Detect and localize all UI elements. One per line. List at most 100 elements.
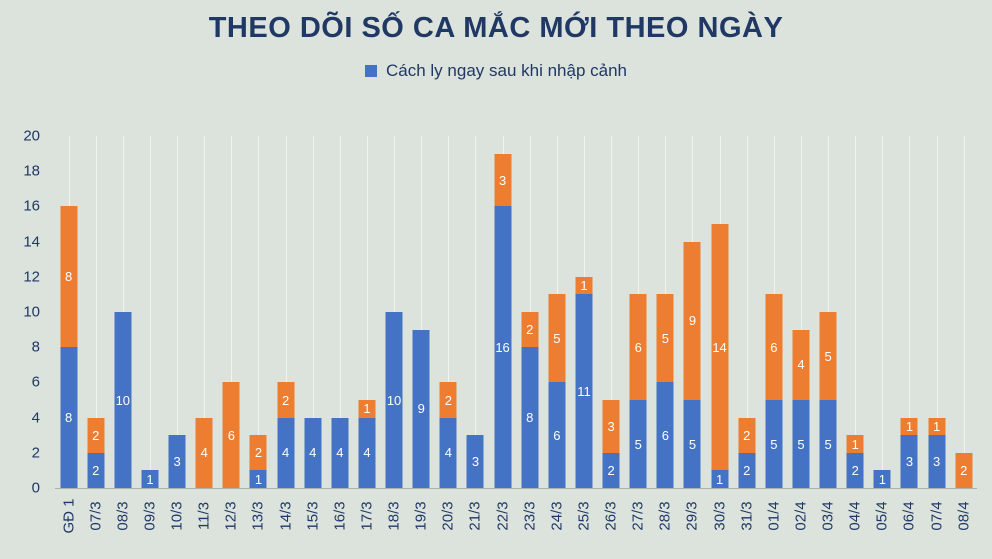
bar-value-label: 1	[851, 436, 859, 452]
bar-stack: 1 14	[711, 224, 729, 488]
bar-segment-blue: 3	[900, 435, 918, 488]
bar-segment-blue: 3	[466, 435, 484, 488]
bar-segment-blue: 2	[87, 452, 105, 488]
x-axis-cell: 13/3	[245, 489, 272, 551]
vertical-gridline	[746, 136, 748, 488]
bar-value-label: 2	[444, 392, 452, 408]
bar-stack: 9	[412, 329, 430, 488]
bar-segment-orange: 5	[548, 294, 566, 383]
bar-segment-orange: 1	[846, 435, 864, 453]
vertical-gridline	[339, 136, 341, 488]
bar-stack: 3	[168, 435, 186, 488]
x-axis-cell: 18/3	[381, 489, 408, 551]
bar-segment-blue: 5	[792, 400, 810, 488]
bar-segment-orange: 4	[792, 329, 810, 400]
y-tick-label: 8	[31, 338, 40, 356]
legend-label: Cách ly ngay sau khi nhập cảnh	[386, 61, 627, 80]
x-tick-label: 22/3	[494, 501, 512, 531]
bar-column: 2	[950, 136, 977, 488]
bar-value-label: 2	[92, 462, 100, 478]
x-axis-cell: 07/4	[923, 489, 950, 551]
bar-segment-orange: 2	[277, 382, 295, 418]
bar-value-label: 5	[634, 436, 642, 452]
bar-stack: 6	[222, 382, 240, 488]
bar-segment-orange: 2	[955, 452, 973, 488]
bar-value-label: 5	[824, 436, 832, 452]
bar-segment-orange: 1	[900, 417, 918, 436]
bar-value-label: 4	[336, 445, 344, 461]
bar-value-label: 3	[932, 454, 941, 470]
vertical-gridline	[963, 136, 965, 488]
x-tick-label: 14/3	[277, 501, 295, 531]
bar-segment-blue: 2	[738, 452, 756, 488]
bar-column: 16 3	[489, 136, 516, 488]
y-tick-label: 18	[23, 162, 40, 180]
y-tick-label: 10	[23, 303, 40, 321]
bar-segment-orange: 2	[87, 417, 105, 453]
bar-value-label: 2	[92, 427, 100, 443]
bar-stack: 1	[873, 470, 891, 488]
x-axis-cell: 06/4	[896, 489, 923, 551]
x-axis-cell: 19/3	[408, 489, 435, 551]
vertical-gridline	[258, 136, 260, 488]
x-tick-label: 20/3	[439, 501, 457, 531]
vertical-gridline	[800, 136, 802, 488]
x-tick-label: 03/4	[819, 501, 837, 531]
x-tick-label: 15/3	[304, 501, 322, 531]
x-axis-cell: 15/3	[299, 489, 326, 551]
bar-stack: 10	[114, 312, 132, 488]
bar-segment-blue: 16	[494, 206, 512, 488]
x-axis-cell: 01/4	[760, 489, 787, 551]
bar-segment-blue: 10	[114, 312, 132, 488]
bar-segment-orange: 3	[602, 400, 620, 453]
y-tick-label: 0	[31, 479, 40, 497]
bar-segment-orange: 6	[629, 294, 647, 400]
x-axis-cell: 25/3	[570, 489, 597, 551]
bar-value-label: 4	[281, 445, 290, 461]
vertical-gridline	[882, 136, 884, 488]
bar-segment-orange: 2	[439, 382, 457, 418]
bar-value-label: 6	[634, 339, 642, 355]
vertical-gridline	[448, 136, 450, 488]
bar-segment-blue: 4	[439, 417, 457, 488]
vertical-gridline	[95, 136, 97, 488]
bar-value-label: 2	[851, 462, 859, 478]
bar-segment-blue: 2	[602, 452, 620, 488]
bar-value-label: 1	[932, 418, 941, 434]
chart-title: THEO DÕI SỐ CA MẮC MỚI THEO NGÀY	[208, 12, 784, 44]
bar-value-label: 4	[200, 445, 208, 461]
bar-segment-blue: 1	[249, 470, 267, 488]
x-axis-cell: 14/3	[272, 489, 299, 551]
x-axis-cell: 23/3	[516, 489, 543, 551]
bar-segment-orange: 5	[819, 312, 837, 400]
x-tick-label: 26/3	[602, 501, 620, 531]
x-axis-cell: 17/3	[353, 489, 380, 551]
bar-value-label: 5	[770, 436, 778, 452]
bar-value-label: 5	[824, 348, 832, 364]
bar-segment-blue: 4	[304, 417, 322, 488]
x-tick-label: 08/4	[955, 501, 973, 531]
x-axis-cell: 20/3	[435, 489, 462, 551]
bar-stack: 11 1	[575, 276, 593, 488]
bar-column: 10	[381, 136, 408, 488]
bar-segment-blue: 5	[819, 400, 837, 488]
bar-segment-orange: 1	[928, 417, 946, 436]
y-tick-label: 20	[23, 127, 40, 145]
bar-value-label: 8	[64, 269, 73, 285]
bar-value-label: 1	[878, 471, 886, 487]
bar-value-label: 1	[254, 471, 263, 487]
bar-value-label: 6	[770, 339, 778, 355]
y-tick-label: 16	[23, 197, 40, 215]
x-tick-label: 07/3	[87, 501, 105, 531]
